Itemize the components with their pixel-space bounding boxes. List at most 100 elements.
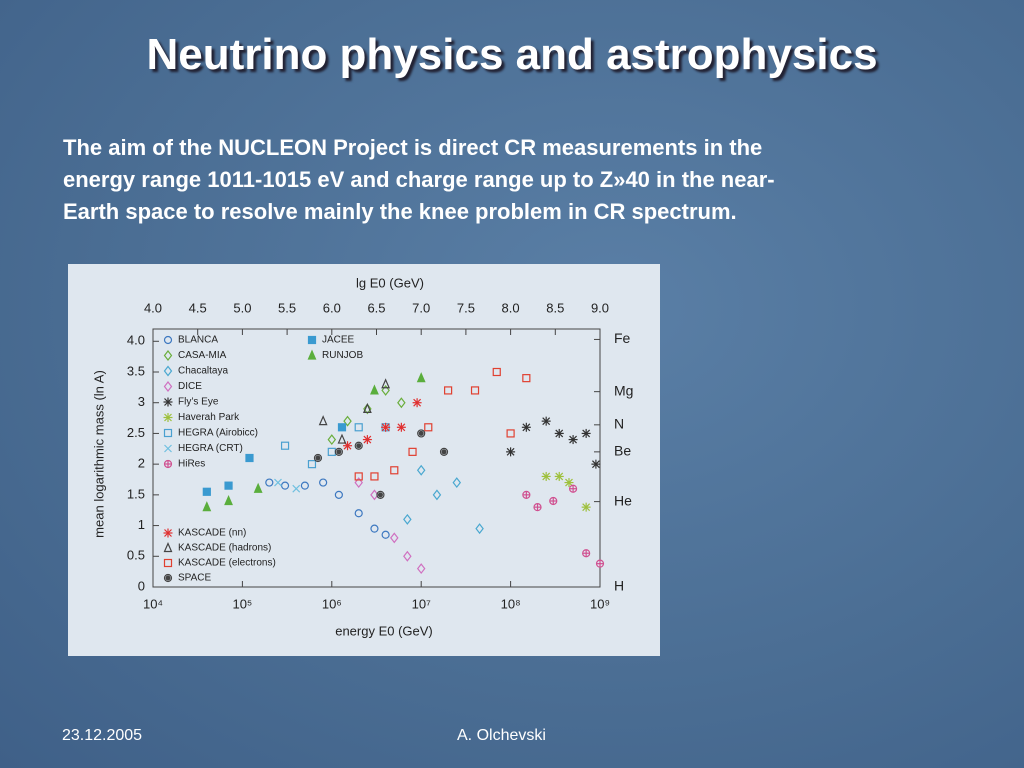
marker (343, 415, 352, 427)
marker (280, 481, 290, 490)
marker (363, 403, 372, 415)
y-tick-label: 0.5 (127, 548, 145, 563)
chart: lg E0 (GeV) energy E0 (GeV) mean logarit… (68, 264, 660, 656)
marker (313, 453, 323, 463)
legend-label: SPACE (178, 573, 211, 584)
marker (163, 573, 173, 583)
marker (554, 428, 564, 438)
marker (506, 429, 515, 438)
marker (564, 478, 574, 488)
legend-label: Fly’s Eye (178, 397, 219, 408)
y2-tick-label: Be (614, 443, 631, 459)
marker (307, 335, 317, 345)
marker (354, 423, 363, 432)
marker (163, 542, 173, 553)
legend-label: RUNJOB (322, 350, 363, 361)
marker (522, 490, 531, 499)
legend-label: HEGRA (CRT) (178, 443, 243, 454)
y2-tick-label: He (614, 492, 632, 508)
y-tick-label: 1 (138, 517, 145, 532)
marker (265, 478, 274, 487)
top-tick-label: 7.0 (412, 300, 430, 315)
marker (582, 549, 591, 558)
top-tick-label: 8.5 (546, 300, 564, 315)
legend-label: DICE (178, 381, 202, 392)
marker (541, 471, 551, 481)
y-tick-label: 4.0 (127, 333, 145, 348)
marker (595, 559, 605, 568)
legend-label: JACEE (322, 335, 355, 346)
top-axis-label: lg E0 (GeV) (356, 275, 424, 290)
marker (370, 384, 379, 395)
marker (354, 441, 363, 450)
marker (274, 478, 282, 487)
marker (408, 447, 417, 456)
marker (416, 563, 426, 575)
marker (533, 503, 542, 512)
marker (370, 472, 379, 481)
y2-tick-label: N (614, 416, 624, 432)
top-tick-label: 6.5 (367, 300, 385, 315)
body-text: The aim of the NUCLEON Project is direct… (63, 132, 775, 228)
y-tick-label: 2.5 (127, 425, 145, 440)
legend-label: Chacaltaya (178, 366, 228, 377)
marker (432, 489, 442, 501)
marker (521, 422, 531, 432)
marker (568, 484, 578, 493)
marker (245, 453, 254, 463)
y2-tick-label: Mg (614, 382, 633, 398)
y2-tick-label: H (614, 578, 624, 594)
marker (549, 496, 558, 506)
marker (163, 335, 173, 345)
marker (381, 384, 390, 396)
marker (163, 558, 173, 568)
marker (337, 423, 347, 432)
marker (475, 523, 484, 535)
marker (416, 464, 426, 476)
footer-author: A. Olchevski (457, 727, 546, 744)
top-tick-label: 5.0 (233, 300, 251, 315)
marker (163, 397, 173, 407)
marker (202, 487, 211, 496)
marker (396, 422, 406, 432)
x-tick-label: 10⁸ (501, 596, 521, 611)
marker (327, 447, 336, 456)
y2-tick-label: Fe (614, 330, 631, 346)
marker (470, 386, 480, 395)
marker (300, 481, 309, 490)
marker (381, 422, 391, 432)
marker (397, 397, 406, 409)
marker (370, 524, 379, 533)
body-line: energy range 1011-1015 eV and charge ran… (63, 167, 775, 192)
top-tick-label: 5.5 (278, 300, 296, 315)
marker (403, 550, 412, 562)
top-tick-label: 4.5 (189, 300, 207, 315)
marker (416, 372, 426, 383)
top-tick-label: 8.0 (502, 300, 520, 315)
y-tick-label: 2 (138, 456, 145, 471)
legend-label: KASCADE (nn) (178, 528, 246, 539)
marker (452, 477, 462, 489)
marker (381, 378, 391, 389)
y-tick-label: 3 (138, 394, 145, 409)
body-line: The aim of the NUCLEON Project is direct… (63, 135, 763, 160)
x-tick-label: 10⁶ (322, 596, 342, 611)
marker (163, 459, 173, 469)
top-tick-label: 6.0 (323, 300, 341, 315)
marker (581, 428, 591, 438)
marker (568, 435, 578, 445)
marker (554, 471, 564, 481)
marker (164, 444, 172, 453)
marker (318, 415, 328, 426)
marker (591, 459, 601, 469)
marker (163, 365, 173, 377)
marker (163, 413, 173, 422)
marker (307, 460, 317, 469)
marker (403, 513, 412, 525)
marker (522, 374, 531, 383)
marker (334, 490, 343, 499)
marker (292, 484, 301, 493)
marker (307, 349, 317, 360)
legend-label: HiRes (178, 459, 205, 470)
